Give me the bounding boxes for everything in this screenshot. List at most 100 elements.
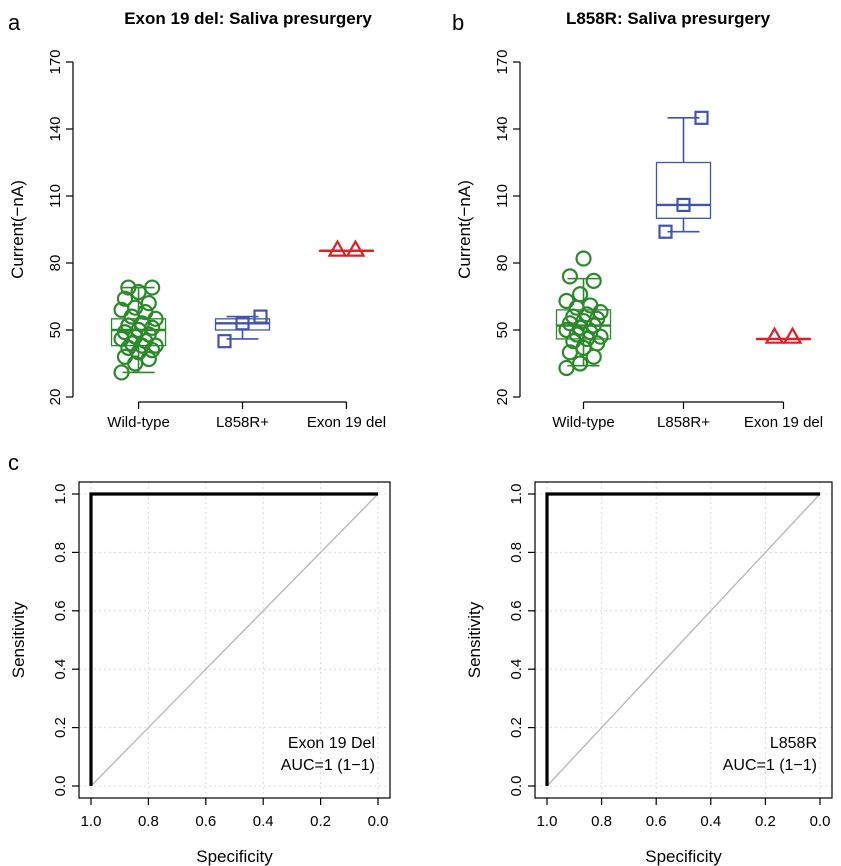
y-tick-label: 20: [47, 389, 64, 406]
box-2: [318, 239, 375, 257]
x-tick-label: 0.0: [368, 813, 389, 830]
x-tick-label: Wild-type: [552, 414, 615, 431]
y-axis-label: Sensitivity: [465, 601, 484, 678]
data-point: [782, 326, 803, 344]
boxplot-l858r: L858R: Saliva presurgery 20 50 80 110 140 170 C…: [455, 9, 823, 431]
data-point: [113, 364, 130, 381]
roc-l858r: 1.0 0.8 0.6 0.4 0.2 0.0 0.0 0.2 0.4 0.6 0.8 1.0 Spec…: [465, 481, 833, 866]
y-tick-label: 0.2: [52, 717, 69, 738]
data-point: [764, 326, 785, 344]
data-point: [568, 299, 585, 316]
y-tick-label: 0.8: [508, 542, 525, 563]
reference-diagonal: [546, 493, 821, 787]
data-point: [235, 316, 250, 331]
data-point: [116, 348, 134, 365]
y-tick-label: 170: [494, 49, 511, 74]
x-tick-label: Wild-type: [107, 414, 170, 431]
y-tick-label: 50: [494, 322, 511, 339]
box-iqr: [655, 161, 712, 219]
panel-letter-a: a: [8, 10, 21, 35]
data-point: [144, 319, 161, 336]
data-point: [585, 272, 602, 289]
plot-frame: [78, 481, 391, 799]
data-point: [345, 239, 366, 257]
y-tick-label: 50: [47, 322, 64, 339]
x-tick-label: L858R+: [657, 414, 710, 431]
y-tick-label: 0.0: [52, 776, 69, 797]
x-tick-label: Exon 19 del: [744, 414, 823, 431]
x-tick-label: 0.2: [755, 813, 776, 830]
y-tick-label: 0.6: [508, 600, 525, 621]
y-tick-label: 170: [47, 49, 64, 74]
y-axis-label: Sensitivity: [9, 601, 28, 678]
data-point: [120, 279, 137, 296]
annotation-auc: AUC=1 (1−1): [281, 757, 375, 774]
x-tick-label: 0.8: [138, 813, 159, 830]
data-point: [575, 250, 592, 267]
y-tick-label: 140: [47, 116, 64, 141]
box-0: [110, 279, 167, 381]
y-tick-label: 0.0: [508, 776, 525, 797]
chart-title: Exon 19 del: Saliva presurgery: [124, 9, 372, 28]
x-tick-label: 0.4: [253, 813, 274, 830]
annotation-label: Exon 19 Del: [288, 735, 375, 752]
y-tick-label: 1.0: [508, 484, 525, 505]
data-point: [253, 309, 268, 324]
data-point: [694, 110, 709, 125]
data-point: [140, 295, 157, 312]
boxplot-exon19: Exon 19 del: Saliva presurgery 20 50 80 110 1…: [8, 9, 386, 431]
y-tick-label: 1.0: [52, 484, 69, 505]
data-point: [582, 297, 599, 314]
x-tick-label: 0.4: [700, 813, 721, 830]
roc-exon19: 1.0 0.8 0.6 0.4 0.2 0.0 0.0 0.2 0.4 0.6 0.8 1.0 Spec…: [9, 481, 391, 866]
panel-letter-c: c: [8, 450, 19, 475]
data-point: [137, 304, 154, 321]
annotation-label: L858R: [770, 735, 817, 752]
y-tick-label: 110: [47, 184, 64, 208]
y-axis-label: Current(−nA): [8, 180, 27, 279]
roc-curve: [545, 492, 820, 786]
data-point: [658, 224, 673, 239]
panel-letter-b: b: [452, 10, 464, 35]
data-point: [676, 197, 691, 213]
x-tick-label: 0.6: [646, 813, 667, 830]
x-tick-label: L858R+: [216, 414, 269, 431]
reference-diagonal: [90, 493, 379, 787]
roc-curve: [89, 492, 378, 786]
data-point: [123, 308, 140, 325]
y-tick-label: 20: [494, 389, 511, 406]
y-axis-label: Current(−nA): [455, 180, 474, 279]
box-1: [214, 309, 271, 349]
data-point: [572, 286, 589, 303]
x-tick-label: 0.6: [195, 813, 216, 830]
x-tick-label: 1.0: [81, 813, 102, 830]
data-point: [217, 334, 232, 349]
chart-title: L858R: Saliva presurgery: [566, 9, 771, 28]
x-axis-label: Specificity: [196, 847, 273, 866]
x-tick-label: 0.2: [310, 813, 331, 830]
y-tick-label: 80: [494, 255, 511, 272]
box-1: [655, 110, 712, 239]
data-point: [116, 290, 134, 307]
box-0: [555, 250, 612, 377]
data-point: [144, 279, 161, 296]
y-tick-label: 140: [494, 116, 511, 141]
y-tick-label: 0.2: [508, 717, 525, 738]
data-point: [561, 268, 579, 285]
y-tick-label: 80: [47, 255, 64, 272]
y-tick-label: 0.4: [52, 659, 69, 680]
x-tick-label: 0.0: [810, 813, 831, 830]
data-point: [327, 239, 348, 257]
y-tick-label: 0.4: [508, 659, 525, 680]
data-point: [558, 359, 575, 377]
data-point: [558, 292, 575, 310]
data-point: [572, 355, 589, 372]
y-tick-label: 0.6: [52, 600, 69, 621]
plot-frame: [534, 481, 833, 799]
x-tick-label: 0.8: [591, 813, 612, 830]
annotation-auc: AUC=1 (1−1): [723, 757, 817, 774]
x-axis-label: Specificity: [645, 847, 722, 866]
x-tick-label: Exon 19 del: [307, 414, 386, 431]
y-tick-label: 0.8: [52, 542, 69, 563]
